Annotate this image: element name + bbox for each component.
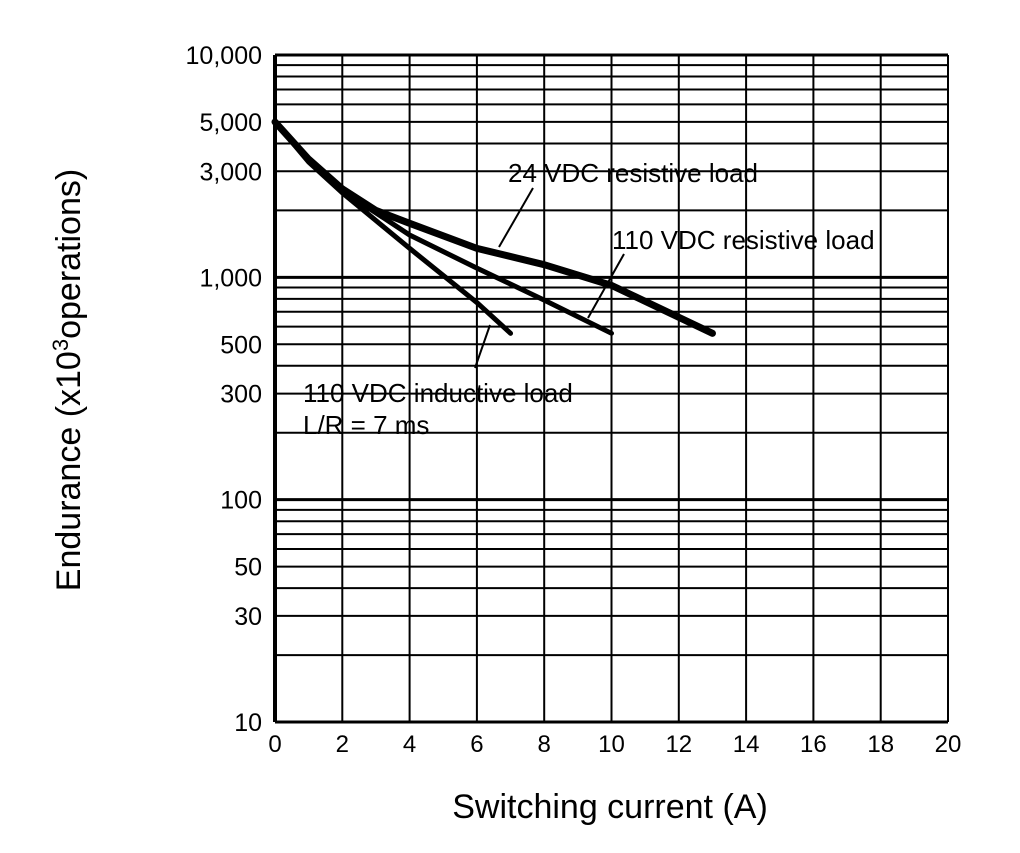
x-tick-label: 4 [403,731,416,758]
annotation-lr: L/R = 7 ms [303,410,429,440]
annotation-24vdc: 24 VDC resistive load [508,158,758,188]
y-tick-label: 10 [234,709,262,737]
x-tick-label: 0 [268,731,281,758]
series-line-2 [272,119,514,336]
y-tick-label: 10,000 [186,42,262,70]
y-tick-label: 50 [234,554,262,582]
y-tick-label: 3,000 [199,158,262,186]
arrow-24vdc [498,187,534,248]
arrow-110vdc-resistive [587,253,625,319]
x-tick-label: 10 [598,731,625,758]
y-tick-label: 300 [220,381,262,409]
x-axis-label: Switching current (A) [452,788,768,826]
annotation-110vdc-inductive: 110 VDC inductive load [303,378,573,408]
x-tick-label: 2 [336,731,349,758]
grid [273,53,949,724]
x-tick-label: 14 [733,731,760,758]
arrow-110vdc-inductive [474,324,491,369]
y-tick-label: 30 [234,603,262,631]
series-line-1 [272,119,614,336]
x-tick-label: 6 [470,731,483,758]
y-tick-label: 1,000 [199,264,262,292]
y-tick-label: 100 [220,487,262,515]
series-lines [271,118,716,337]
y-axis-label: Endurance (x103operations) [48,169,88,591]
x-tick-label: 16 [800,731,827,758]
x-tick-label: 20 [935,731,962,758]
tick-labels: 0 2 4 6 8 10 12 14 16 18 20 10 30 50 100 300 500 1,000 3,0… [186,42,962,758]
x-tick-label: 18 [867,731,894,758]
annotations: 24 VDC resistive load 110 VDC resistive … [303,158,875,440]
y-tick-label: 500 [220,331,262,359]
y-tick-label: 5,000 [199,109,262,137]
annotation-110vdc-resistive: 110 VDC resistive load [612,225,875,255]
x-tick-label: 12 [665,731,692,758]
x-tick-label: 8 [538,731,551,758]
